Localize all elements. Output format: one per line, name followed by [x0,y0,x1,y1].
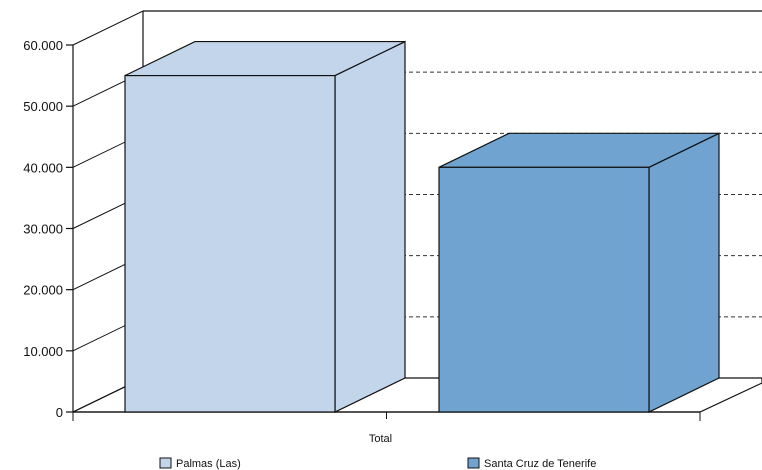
y-tick-label: 20.000 [23,283,63,298]
y-axis: 0 10.000 20.000 30.000 40.000 50.000 60.000 [23,10,144,420]
bars [124,40,720,413]
legend: Palmas (Las) Santa Cruz de Tenerife [159,457,596,470]
bar-0 [124,40,406,413]
x-axis: Total [72,411,701,445]
legend-swatch [159,457,172,469]
legend-label: Santa Cruz de Tenerife [484,458,596,470]
legend-swatch [467,457,480,469]
bar-1 [438,132,720,413]
y-tick-label: 60.000 [23,38,63,53]
legend-label: Palmas (Las) [176,458,241,470]
y-tick-label: 40.000 [23,160,63,175]
bar-side-face [334,40,406,413]
bar-front-face [438,166,650,413]
left-wall-diagonal [72,10,144,46]
y-tick-label: 30.000 [23,222,63,237]
bar-side-face [648,132,720,413]
y-tick-label: 0 [56,405,63,420]
y-tick-label: 50.000 [23,99,63,114]
legend-item: Santa Cruz de Tenerife [467,457,596,470]
bar-front-face [124,74,336,413]
x-category-label: Total [369,433,392,445]
legend-item: Palmas (Las) [159,457,241,470]
y-tick-label: 10.000 [23,344,63,359]
